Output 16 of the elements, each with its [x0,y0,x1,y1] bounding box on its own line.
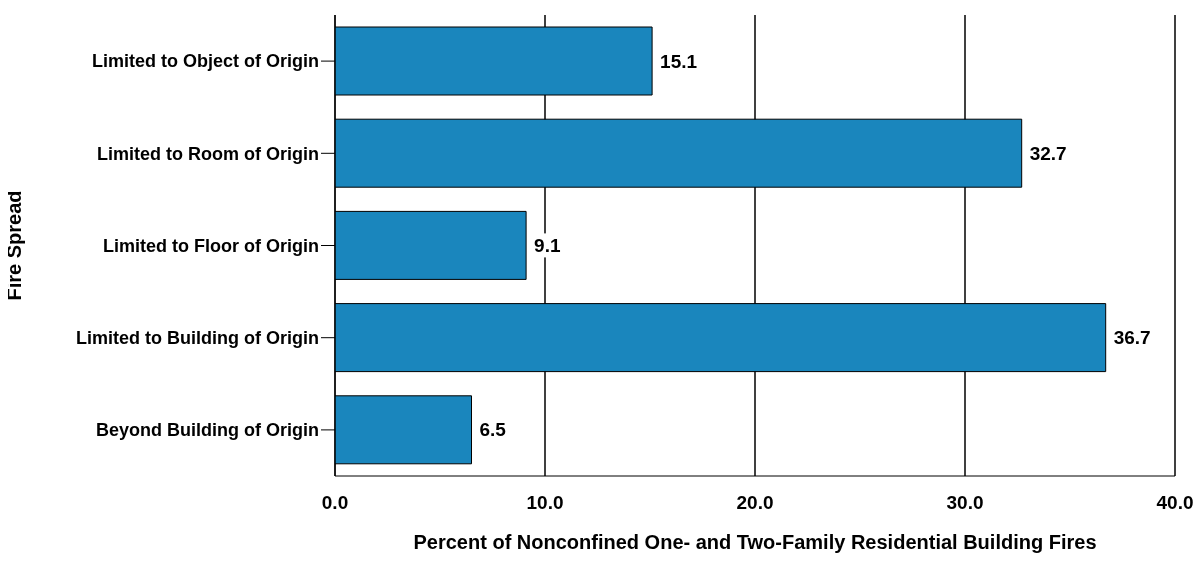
x-axis-title: Percent of Nonconfined One- and Two-Family Residential Building Fires [413,531,1097,553]
y-tick-label: Limited to Floor of Origin [103,235,319,256]
y-tick-label: Limited to Object of Origin [92,51,319,72]
y-tick-label: Limited to Room of Origin [97,143,319,164]
data-label: 36.7 [1113,327,1151,349]
x-tick-label: 30.0 [946,492,984,514]
x-tick-label: 10.0 [526,492,564,514]
data-label: 15.1 [660,50,698,72]
data-label: 9.1 [534,234,561,256]
y-tick-label: Limited to Building of Origin [76,328,319,349]
x-tick-label: 40.0 [1156,492,1194,514]
data-label: 6.5 [479,419,507,441]
x-tick-label: 20.0 [736,492,774,514]
y-tick-label: Beyond Building of Origin [96,420,319,441]
x-tick-label: 0.0 [321,492,349,514]
data-label: 32.7 [1029,142,1067,164]
